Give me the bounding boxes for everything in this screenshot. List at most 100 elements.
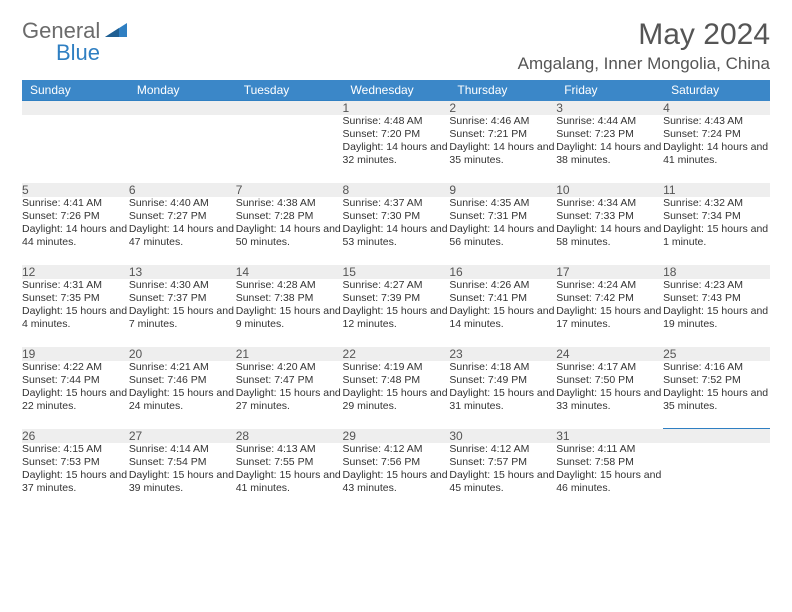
day-detail-cell: Sunrise: 4:31 AMSunset: 7:35 PMDaylight:… bbox=[22, 279, 129, 347]
day-detail-cell: Sunrise: 4:30 AMSunset: 7:37 PMDaylight:… bbox=[129, 279, 236, 347]
daylight-line: Daylight: 15 hours and 22 minutes. bbox=[22, 387, 129, 413]
day-detail-cell: Sunrise: 4:21 AMSunset: 7:46 PMDaylight:… bbox=[129, 361, 236, 429]
sunrise-line: Sunrise: 4:27 AM bbox=[343, 279, 450, 292]
daylight-line: Daylight: 15 hours and 43 minutes. bbox=[343, 469, 450, 495]
sunrise-line: Sunrise: 4:32 AM bbox=[663, 197, 770, 210]
day-detail-cell: Sunrise: 4:46 AMSunset: 7:21 PMDaylight:… bbox=[449, 115, 556, 183]
daylight-line: Daylight: 15 hours and 7 minutes. bbox=[129, 305, 236, 331]
day-number-cell: 25 bbox=[663, 347, 770, 361]
day-number-cell: 30 bbox=[449, 429, 556, 443]
daylight-line: Daylight: 15 hours and 4 minutes. bbox=[22, 305, 129, 331]
day-detail-row: Sunrise: 4:31 AMSunset: 7:35 PMDaylight:… bbox=[22, 279, 770, 347]
day-number-cell: 9 bbox=[449, 183, 556, 197]
sunrise-line: Sunrise: 4:11 AM bbox=[556, 443, 663, 456]
day-number-cell: 5 bbox=[22, 183, 129, 197]
daylight-line: Daylight: 15 hours and 19 minutes. bbox=[663, 305, 770, 331]
weekday-header-row: SundayMondayTuesdayWednesdayThursdayFrid… bbox=[22, 80, 770, 101]
sunrise-line: Sunrise: 4:22 AM bbox=[22, 361, 129, 374]
sunrise-line: Sunrise: 4:38 AM bbox=[236, 197, 343, 210]
day-number-cell bbox=[129, 101, 236, 115]
daylight-line: Daylight: 15 hours and 14 minutes. bbox=[449, 305, 556, 331]
weekday-header: Saturday bbox=[663, 80, 770, 101]
sunrise-line: Sunrise: 4:26 AM bbox=[449, 279, 556, 292]
logo: General Blue bbox=[22, 18, 129, 44]
sunset-line: Sunset: 7:37 PM bbox=[129, 292, 236, 305]
day-detail-cell: Sunrise: 4:23 AMSunset: 7:43 PMDaylight:… bbox=[663, 279, 770, 347]
day-detail-cell: Sunrise: 4:22 AMSunset: 7:44 PMDaylight:… bbox=[22, 361, 129, 429]
day-number-cell: 20 bbox=[129, 347, 236, 361]
day-detail-cell: Sunrise: 4:14 AMSunset: 7:54 PMDaylight:… bbox=[129, 443, 236, 511]
sunrise-line: Sunrise: 4:44 AM bbox=[556, 115, 663, 128]
sunrise-line: Sunrise: 4:28 AM bbox=[236, 279, 343, 292]
day-number-cell: 10 bbox=[556, 183, 663, 197]
day-detail-cell: Sunrise: 4:12 AMSunset: 7:57 PMDaylight:… bbox=[449, 443, 556, 511]
sunset-line: Sunset: 7:56 PM bbox=[343, 456, 450, 469]
weekday-header: Thursday bbox=[449, 80, 556, 101]
daylight-line: Daylight: 14 hours and 58 minutes. bbox=[556, 223, 663, 249]
sunrise-line: Sunrise: 4:21 AM bbox=[129, 361, 236, 374]
weekday-header: Sunday bbox=[22, 80, 129, 101]
daylight-line: Daylight: 15 hours and 31 minutes. bbox=[449, 387, 556, 413]
day-detail-row: Sunrise: 4:41 AMSunset: 7:26 PMDaylight:… bbox=[22, 197, 770, 265]
day-detail-cell: Sunrise: 4:24 AMSunset: 7:42 PMDaylight:… bbox=[556, 279, 663, 347]
sunset-line: Sunset: 7:34 PM bbox=[663, 210, 770, 223]
day-number-row: 19202122232425 bbox=[22, 347, 770, 361]
day-detail-cell: Sunrise: 4:34 AMSunset: 7:33 PMDaylight:… bbox=[556, 197, 663, 265]
day-detail-cell: Sunrise: 4:15 AMSunset: 7:53 PMDaylight:… bbox=[22, 443, 129, 511]
daylight-line: Daylight: 14 hours and 41 minutes. bbox=[663, 141, 770, 167]
day-detail-cell: Sunrise: 4:32 AMSunset: 7:34 PMDaylight:… bbox=[663, 197, 770, 265]
day-number-cell: 18 bbox=[663, 265, 770, 279]
header: General Blue May 2024 Amgalang, Inner Mo… bbox=[22, 18, 770, 74]
day-detail-cell: Sunrise: 4:48 AMSunset: 7:20 PMDaylight:… bbox=[343, 115, 450, 183]
day-number-cell: 3 bbox=[556, 101, 663, 115]
day-number-row: 12131415161718 bbox=[22, 265, 770, 279]
daylight-line: Daylight: 14 hours and 56 minutes. bbox=[449, 223, 556, 249]
sunset-line: Sunset: 7:42 PM bbox=[556, 292, 663, 305]
sunrise-line: Sunrise: 4:15 AM bbox=[22, 443, 129, 456]
day-detail-cell bbox=[663, 443, 770, 511]
sunrise-line: Sunrise: 4:14 AM bbox=[129, 443, 236, 456]
daylight-line: Daylight: 14 hours and 35 minutes. bbox=[449, 141, 556, 167]
day-number-cell bbox=[22, 101, 129, 115]
sunset-line: Sunset: 7:28 PM bbox=[236, 210, 343, 223]
calendar-table: SundayMondayTuesdayWednesdayThursdayFrid… bbox=[22, 80, 770, 511]
sunset-line: Sunset: 7:46 PM bbox=[129, 374, 236, 387]
day-number-row: 567891011 bbox=[22, 183, 770, 197]
day-detail-cell bbox=[236, 115, 343, 183]
day-number-cell: 22 bbox=[343, 347, 450, 361]
daylight-line: Daylight: 15 hours and 33 minutes. bbox=[556, 387, 663, 413]
sunrise-line: Sunrise: 4:24 AM bbox=[556, 279, 663, 292]
location: Amgalang, Inner Mongolia, China bbox=[518, 54, 770, 74]
sunset-line: Sunset: 7:58 PM bbox=[556, 456, 663, 469]
day-detail-cell: Sunrise: 4:19 AMSunset: 7:48 PMDaylight:… bbox=[343, 361, 450, 429]
day-detail-cell: Sunrise: 4:11 AMSunset: 7:58 PMDaylight:… bbox=[556, 443, 663, 511]
daylight-line: Daylight: 15 hours and 17 minutes. bbox=[556, 305, 663, 331]
day-detail-cell: Sunrise: 4:13 AMSunset: 7:55 PMDaylight:… bbox=[236, 443, 343, 511]
daylight-line: Daylight: 15 hours and 39 minutes. bbox=[129, 469, 236, 495]
day-number-cell: 27 bbox=[129, 429, 236, 443]
day-detail-cell: Sunrise: 4:44 AMSunset: 7:23 PMDaylight:… bbox=[556, 115, 663, 183]
day-detail-cell: Sunrise: 4:43 AMSunset: 7:24 PMDaylight:… bbox=[663, 115, 770, 183]
day-detail-cell: Sunrise: 4:18 AMSunset: 7:49 PMDaylight:… bbox=[449, 361, 556, 429]
day-detail-cell: Sunrise: 4:35 AMSunset: 7:31 PMDaylight:… bbox=[449, 197, 556, 265]
daylight-line: Daylight: 15 hours and 1 minute. bbox=[663, 223, 770, 249]
day-detail-cell: Sunrise: 4:27 AMSunset: 7:39 PMDaylight:… bbox=[343, 279, 450, 347]
weekday-header: Wednesday bbox=[343, 80, 450, 101]
sunset-line: Sunset: 7:26 PM bbox=[22, 210, 129, 223]
sunset-line: Sunset: 7:35 PM bbox=[22, 292, 129, 305]
day-number-cell: 29 bbox=[343, 429, 450, 443]
day-detail-cell: Sunrise: 4:20 AMSunset: 7:47 PMDaylight:… bbox=[236, 361, 343, 429]
sunset-line: Sunset: 7:30 PM bbox=[343, 210, 450, 223]
day-detail-row: Sunrise: 4:48 AMSunset: 7:20 PMDaylight:… bbox=[22, 115, 770, 183]
daylight-line: Daylight: 15 hours and 35 minutes. bbox=[663, 387, 770, 413]
daylight-line: Daylight: 15 hours and 29 minutes. bbox=[343, 387, 450, 413]
day-number-cell: 13 bbox=[129, 265, 236, 279]
day-number-cell bbox=[663, 429, 770, 443]
day-detail-cell: Sunrise: 4:16 AMSunset: 7:52 PMDaylight:… bbox=[663, 361, 770, 429]
sunset-line: Sunset: 7:44 PM bbox=[22, 374, 129, 387]
daylight-line: Daylight: 15 hours and 9 minutes. bbox=[236, 305, 343, 331]
day-number-cell: 24 bbox=[556, 347, 663, 361]
day-number-cell: 4 bbox=[663, 101, 770, 115]
weekday-header: Monday bbox=[129, 80, 236, 101]
sunset-line: Sunset: 7:54 PM bbox=[129, 456, 236, 469]
